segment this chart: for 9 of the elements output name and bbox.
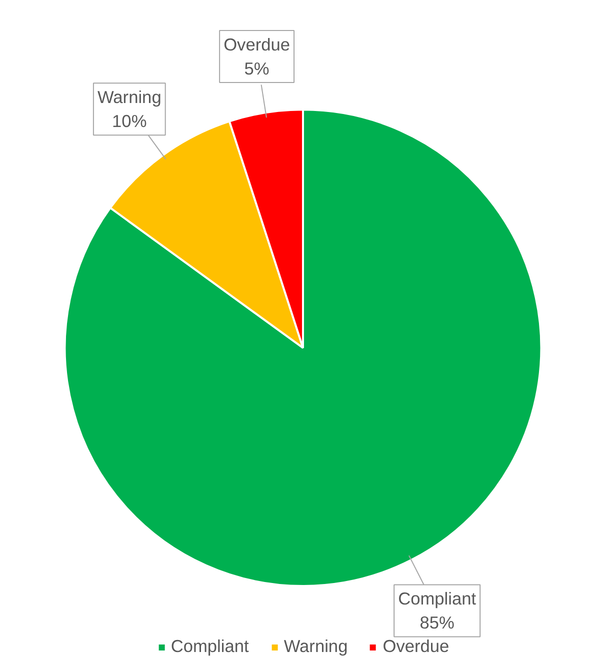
legend-label: Overdue (382, 636, 450, 657)
data-label: 85% (420, 612, 454, 633)
slice-label: Compliant (398, 588, 476, 609)
data-label: 10% (112, 111, 147, 132)
slice-label: Warning (97, 87, 162, 108)
legend-label: Compliant (170, 636, 249, 657)
data-label: 5% (244, 58, 270, 78)
legend-label: Warning (284, 636, 348, 657)
slice-label: Overdue (224, 34, 290, 54)
